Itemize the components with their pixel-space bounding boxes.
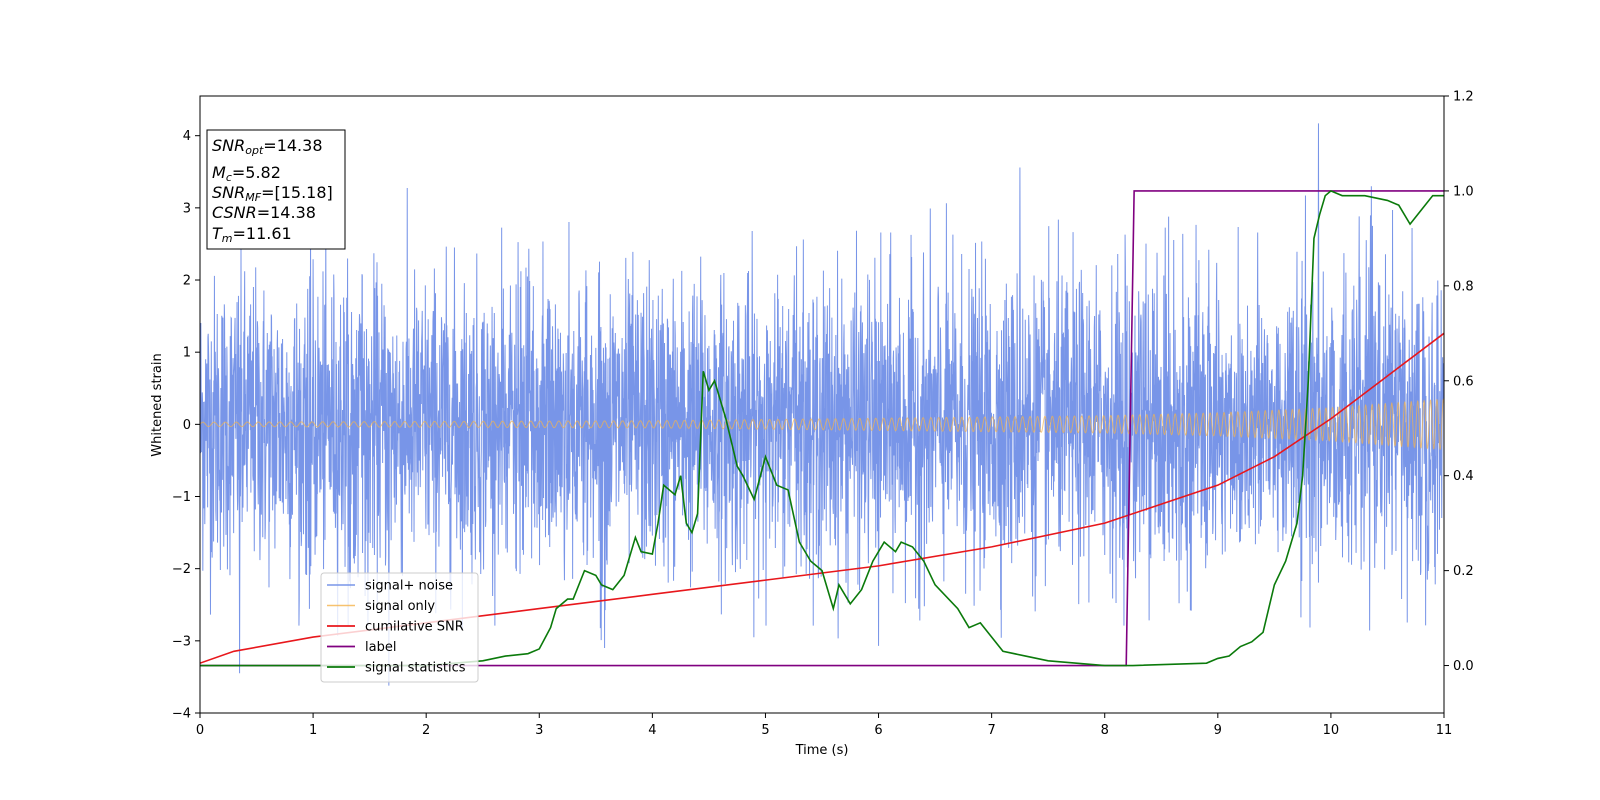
y2-tick-label: 0.0 [1453,659,1474,674]
x-tick-label: 8 [1101,723,1109,738]
y-tick-label: −2 [172,562,191,577]
x-axis-label: Time (s) [795,743,849,758]
series-label [200,190,1444,667]
annotation-snr-opt: SNRopt=14.38 [212,136,323,157]
y2-tick-label: 0.8 [1453,279,1474,294]
x-tick-label: 6 [874,723,882,738]
annotation-tm: Tm=11.61 [212,224,292,245]
y-tick-label: 4 [183,129,191,144]
annotation-box: SNRopt=14.38 Mc=5.82 SNRMF=[15.18] CSNR=… [206,129,346,250]
x-tick-label: 3 [535,723,543,738]
y-tick-label: −4 [172,707,191,722]
x-axis-ticks: 0 1 2 3 4 5 6 7 8 9 10 11 [196,713,1452,738]
x-tick-label: 4 [648,723,656,738]
legend-label-text: label [365,640,396,655]
series-signal-statistics [200,189,1444,667]
series-signal-only [200,398,1444,450]
legend-cumulative-snr-text: cumilative SNR [365,620,464,635]
x-tick-label: 7 [987,723,995,738]
legend-signal-noise-text: signal+ noise [365,579,453,594]
y2-tick-label: 0.4 [1453,469,1474,484]
y2-tick-label: 1.2 [1453,90,1474,105]
annotation-snr-mf: SNRMF=[15.18] [212,183,333,204]
y2-tick-label: 1.0 [1453,184,1474,199]
x-tick-label: 2 [422,723,430,738]
x-tick-label: 9 [1214,723,1222,738]
y2-tick-label: 0.6 [1453,374,1474,389]
annotation-csnr: CSNR=14.38 [212,203,316,222]
y2-axis-ticks: 0.0 0.2 0.4 0.6 0.8 1.0 1.2 [1444,90,1474,674]
legend-signal-statistics-text: signal statistics [365,661,466,676]
y-tick-label: −3 [172,634,191,649]
annotation-mc: Mc=5.82 [212,163,281,184]
y-tick-label: 0 [183,418,191,433]
y-tick-label: 3 [183,201,191,216]
x-tick-label: 5 [761,723,769,738]
legend: signal+ noise signal only cumilative SNR la… [320,572,479,683]
legend-signal-only-text: signal only [365,599,435,614]
x-tick-label: 0 [196,723,204,738]
x-tick-label: 10 [1323,723,1340,738]
x-tick-label: 1 [309,723,317,738]
x-tick-label: 11 [1436,723,1453,738]
plot-frame [199,95,1445,714]
y-tick-label: −1 [172,490,191,505]
y-tick-label: 1 [183,346,191,361]
y2-tick-label: 0.2 [1453,564,1474,579]
y-tick-label: 2 [183,274,191,289]
y-axis-label: Whitened strain [150,353,165,456]
y-axis-ticks: −4 −3 −2 −1 0 1 2 3 4 [172,129,200,722]
